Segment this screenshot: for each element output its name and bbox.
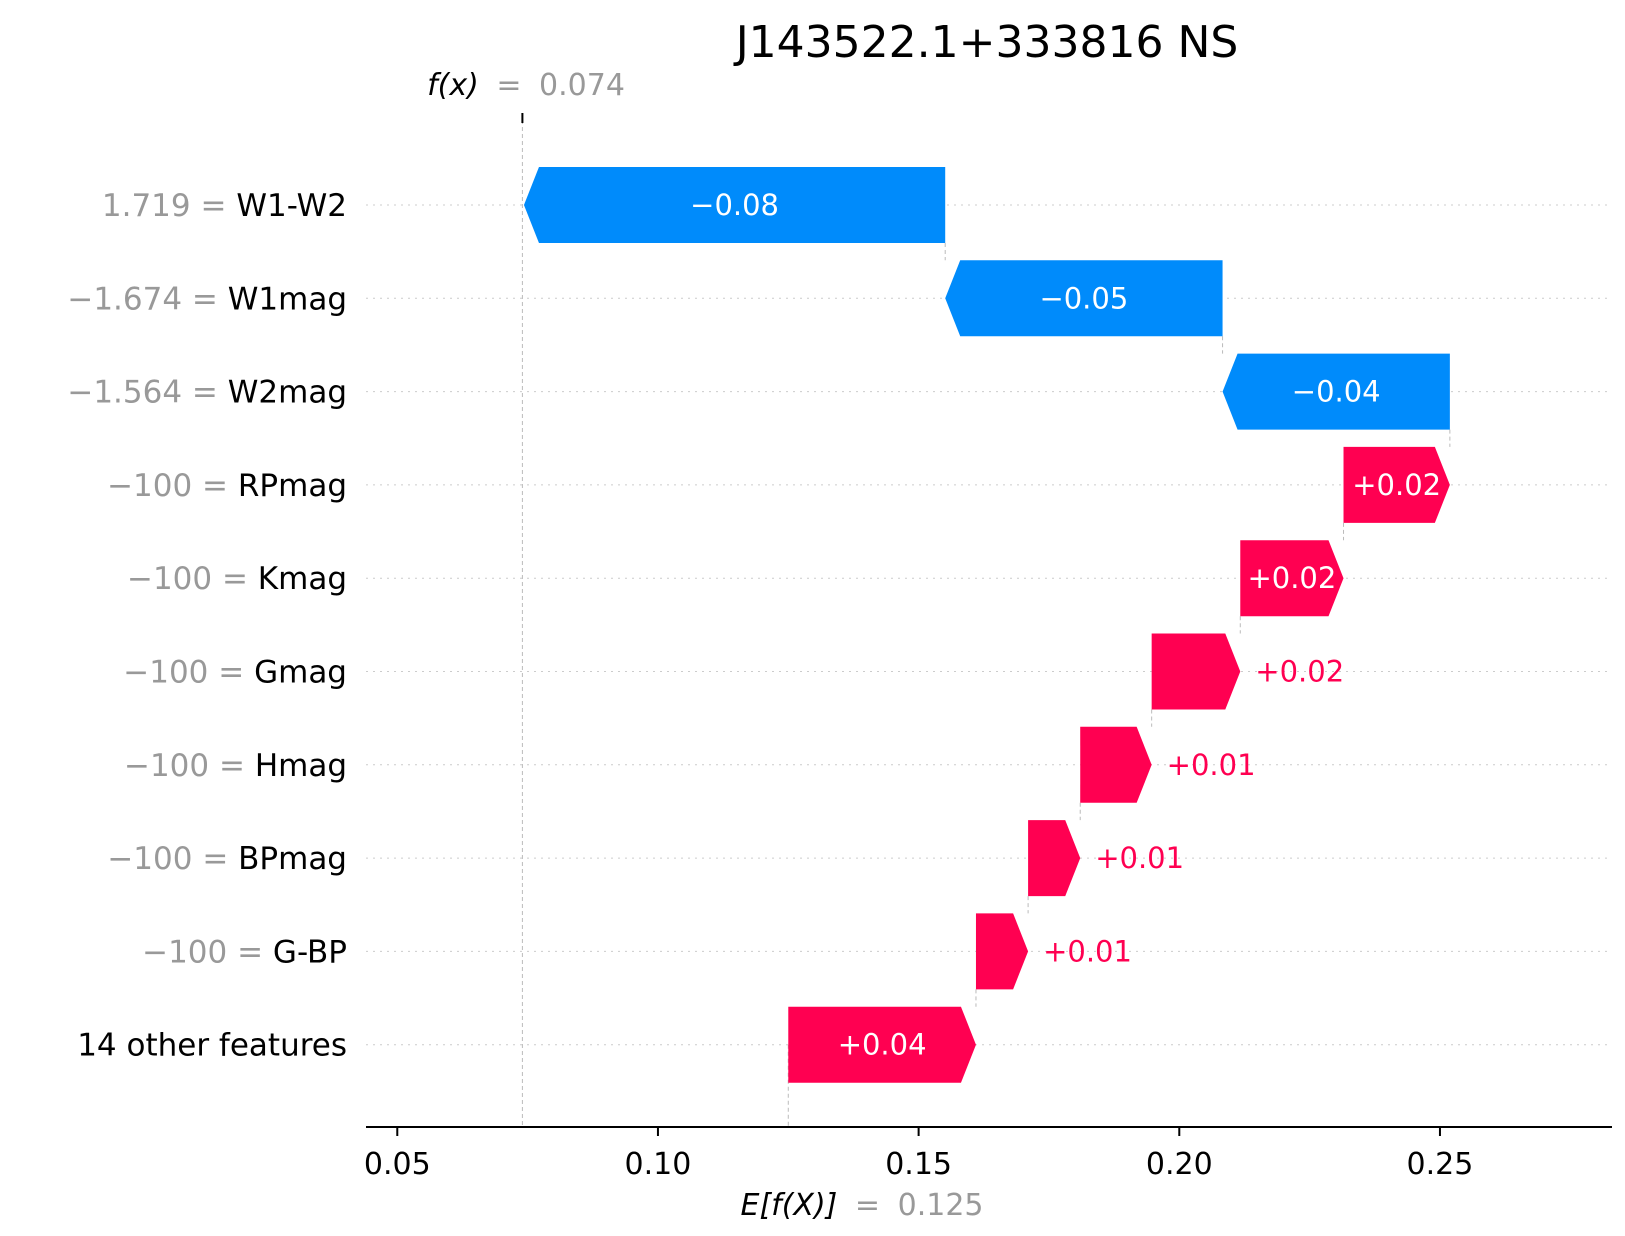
bar-value-label: −0.04: [1292, 375, 1381, 409]
bar-value-label: +0.01: [1167, 748, 1256, 782]
feature-labels: 1.719 = W1-W2 −1.674 = W1mag −1.564 = W2ma…: [67, 188, 347, 1064]
feature-value: −100 =: [127, 561, 258, 597]
feature-label: 1.719 = W1-W2: [102, 188, 347, 224]
expected-label-equals: =: [855, 1188, 880, 1223]
chart-title: J143522.1+333816 NS: [733, 17, 1239, 68]
expected-label-value: 0.125: [898, 1188, 984, 1223]
feature-value: −100 =: [142, 934, 273, 970]
positive-bar: [1240, 540, 1344, 617]
feature-name: W2mag: [228, 375, 347, 411]
feature-label: −100 = G-BP: [142, 934, 347, 970]
x-tick-label: 0.25: [1407, 1147, 1474, 1182]
x-tick-label: 0.20: [1146, 1147, 1213, 1182]
negative-bar: [523, 167, 946, 243]
bar-value-label: +0.02: [1352, 468, 1441, 502]
fx-label-prefix: f(x): [427, 68, 479, 103]
feature-value: −100 =: [107, 841, 238, 877]
positive-bar: [1343, 446, 1450, 523]
expected-value-label: E[f(X)] = 0.125: [740, 1188, 983, 1223]
feature-label: −1.674 = W1mag: [67, 281, 347, 317]
feature-name: Hmag: [255, 748, 347, 784]
positive-bar: [788, 1006, 976, 1083]
bar-value-label: +0.01: [1043, 934, 1132, 968]
feature-label: 14 other features: [77, 1028, 347, 1064]
feature-name: G-BP: [273, 934, 347, 970]
fx-label: f(x) = 0.074: [427, 68, 625, 103]
negative-bar: [1222, 353, 1450, 430]
feature-value: −1.564 =: [67, 375, 227, 411]
bar-value-label: −0.05: [1039, 281, 1128, 315]
bar-value-label: +0.04: [838, 1028, 927, 1062]
x-tick-label: 0.05: [364, 1147, 431, 1182]
bar-value-label: +0.02: [1255, 655, 1344, 689]
feature-value: 1.719 =: [102, 188, 236, 224]
fx-label-equals: =: [496, 68, 521, 103]
feature-name: W1mag: [228, 281, 347, 317]
feature-label: −100 = Gmag: [123, 655, 347, 691]
x-axis-ticks: 0.05 0.10 0.15 0.20 0.25: [364, 1127, 1473, 1182]
feature-value: −100 =: [123, 655, 254, 691]
feature-label: −100 = Kmag: [127, 561, 347, 597]
feature-name: Gmag: [254, 655, 347, 691]
feature-value: −100 =: [124, 748, 255, 784]
positive-bar: [1080, 726, 1152, 803]
positive-bar: [1151, 633, 1241, 710]
connector-lines: [521, 113, 1451, 1127]
x-tick-label: 0.10: [625, 1147, 692, 1182]
bar-value-label: +0.02: [1247, 561, 1336, 595]
feature-label: −100 = BPmag: [107, 841, 347, 877]
feature-label: −1.564 = W2mag: [67, 375, 347, 411]
feature-name: RPmag: [238, 468, 347, 504]
bar-value-label: −0.08: [690, 188, 779, 222]
positive-bar: [975, 913, 1029, 990]
x-tick-label: 0.15: [885, 1147, 952, 1182]
positive-bar: [1028, 820, 1081, 897]
bars: −0.08 −0.05 −0.04 +0.02 +0.02 +0.02 +0.01 +0.01…: [523, 167, 1450, 1083]
fx-label-value: 0.074: [539, 68, 625, 103]
negative-bar: [945, 260, 1223, 337]
feature-label: −100 = RPmag: [107, 468, 347, 504]
expected-label-prefix: E[f(X)]: [740, 1188, 837, 1223]
feature-value: −100 =: [107, 468, 238, 504]
feature-name: 14 other features: [77, 1028, 347, 1064]
feature-label: −100 = Hmag: [124, 748, 347, 784]
feature-value: −1.674 =: [67, 281, 227, 317]
feature-name: W1-W2: [236, 188, 347, 224]
bar-value-label: +0.01: [1095, 841, 1184, 875]
feature-name: Kmag: [258, 561, 347, 597]
feature-name: BPmag: [238, 841, 347, 877]
